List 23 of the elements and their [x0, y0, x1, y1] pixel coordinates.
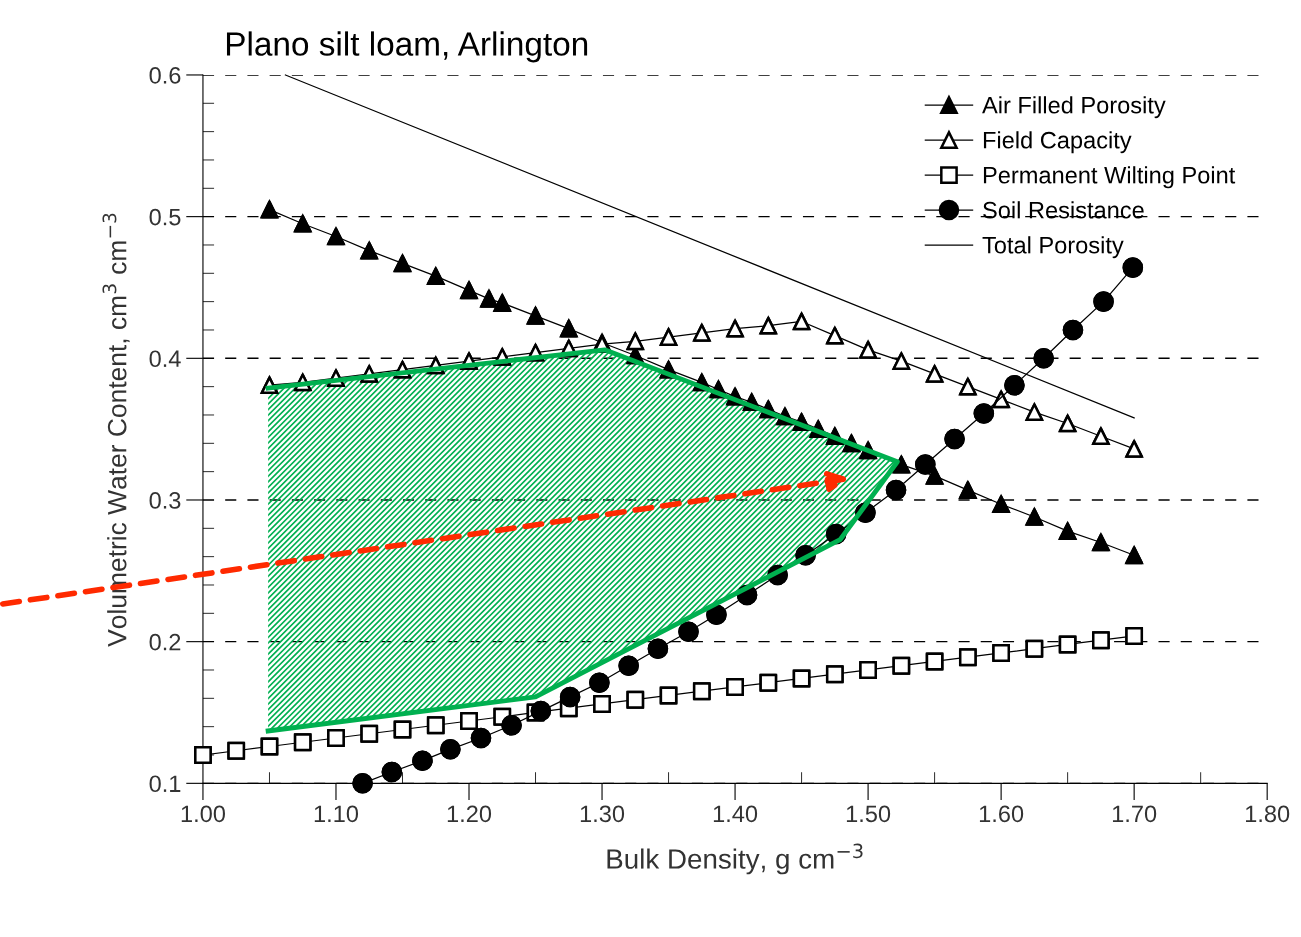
- legend-label: Air Filled Porosity: [982, 96, 1166, 119]
- y-tick-label: 0.5: [149, 208, 181, 226]
- x-tick-label: 1.10: [314, 805, 359, 823]
- legend-label: Total Porosity: [982, 236, 1124, 259]
- x-tick-label: 1.60: [979, 805, 1024, 823]
- x-tick-label: 1.80: [1246, 805, 1290, 823]
- legend-label: Soil Resistance: [983, 201, 1144, 219]
- x-tick-label: 1.00: [181, 805, 226, 823]
- y-tick-label: 0.2: [149, 633, 181, 651]
- y-tick-label: 0.3: [149, 492, 181, 509]
- x-tick-label: 1.30: [580, 805, 625, 823]
- x-tick-label: 1.70: [1112, 805, 1157, 823]
- y-tick-label: 0.4: [149, 350, 181, 368]
- chart-title: Plano silt loam, Arlington: [226, 31, 588, 63]
- y-tick-label: 0.1: [149, 775, 181, 793]
- x-tick-label: 1.50: [846, 805, 891, 823]
- legend-label: Permanent Wilting Point: [983, 166, 1236, 189]
- y-axis-title: Volumetric Water Content, cm$^{3}$ cm$^{−3}$: [102, 213, 130, 647]
- x-axis-title: Bulk Density, g cm$^{−3}$: [607, 843, 863, 875]
- legend-label: Field Capacity: [983, 131, 1132, 154]
- x-tick-label: 1.20: [447, 805, 492, 823]
- x-tick-label: 1.40: [713, 805, 758, 823]
- y-tick-label: 0.6: [149, 67, 181, 84]
